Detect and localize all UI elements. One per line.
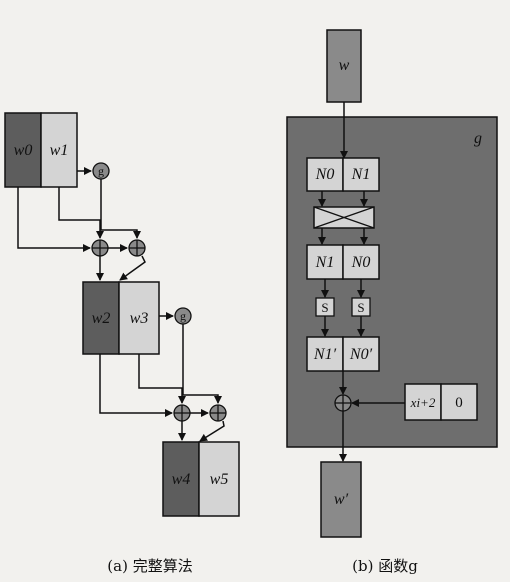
xor-node-1 (91, 239, 109, 257)
svg-text:w′: w′ (334, 491, 349, 508)
swap-box (313, 206, 375, 229)
w-input-box: w (326, 29, 362, 103)
svg-text:g: g (180, 309, 186, 323)
svg-text:N1: N1 (351, 166, 371, 183)
label-w2: w2 (92, 310, 111, 327)
xor-node-3 (173, 404, 191, 422)
svg-text:0: 0 (455, 395, 463, 411)
svg-text:N0: N0 (351, 254, 371, 271)
label-w1: w1 (50, 142, 69, 159)
left-arrows-bottom (99, 312, 225, 442)
register-n0-n1: N0 N1 (306, 157, 380, 192)
block-w0-w1: w0 w1 (4, 112, 78, 188)
svg-text:N0: N0 (315, 166, 335, 183)
g-label: g (474, 130, 482, 147)
svg-text:xi+2: xi+2 (410, 395, 436, 410)
svg-text:w: w (339, 57, 350, 74)
constant-box: xi+2 0 (404, 383, 478, 421)
register-n1-n0: N1 N0 (306, 244, 380, 280)
label-w4: w4 (172, 471, 191, 488)
block-w4-w5: w4 w5 (162, 441, 240, 517)
caption-a: (a) 完整算法 (107, 557, 192, 575)
xor-node-4 (209, 404, 227, 422)
xor-node-2 (128, 239, 146, 257)
g-node-2: g (174, 307, 192, 325)
left-arrows-top (17, 167, 146, 281)
sbox-left: S (315, 297, 335, 317)
w-prime-output-box: w′ (320, 461, 362, 538)
caption-b: (b) 函数g (352, 557, 418, 575)
g-arrows (318, 191, 405, 462)
g-node-1: g (92, 162, 110, 180)
xor-node-g (334, 394, 352, 412)
svg-text:S: S (321, 300, 328, 315)
svg-text:S: S (357, 300, 364, 315)
svg-text:N0′: N0′ (349, 346, 373, 363)
svg-text:N1′: N1′ (313, 346, 337, 363)
svg-text:g: g (98, 164, 104, 178)
label-w3: w3 (130, 310, 149, 327)
label-w5: w5 (210, 471, 229, 488)
register-n1p-n0p: N1′ N0′ (306, 336, 380, 372)
sbox-right: S (351, 297, 371, 317)
svg-text:N1: N1 (315, 254, 335, 271)
label-w0: w0 (14, 142, 33, 159)
block-w2-w3: w2 w3 (82, 281, 160, 355)
